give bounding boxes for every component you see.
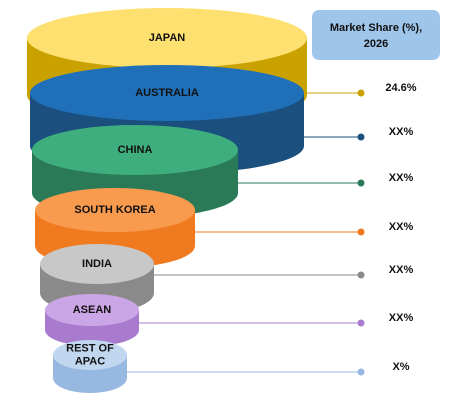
cylinder-top	[45, 294, 139, 326]
level-label: INDIA	[82, 258, 112, 270]
leader-dot	[357, 271, 365, 279]
cylinder-top	[27, 8, 307, 68]
cylinder-top	[53, 340, 127, 370]
cylinder-top	[30, 65, 304, 121]
leader-dot	[357, 319, 365, 327]
level-label: AUSTRALIA	[135, 87, 199, 99]
legend-box	[312, 10, 440, 60]
leader-dot	[357, 368, 365, 376]
cylinder-top	[35, 188, 195, 232]
level-label: ASEAN	[73, 304, 112, 316]
leader-dot	[357, 179, 365, 187]
level-value: XX%	[389, 126, 414, 138]
level-value: XX%	[389, 312, 414, 324]
level-label: REST OF	[66, 342, 114, 354]
leader-dot	[357, 89, 365, 97]
legend-line: Market Share (%),	[330, 22, 422, 34]
level-value: XX%	[389, 221, 414, 233]
level-label: CHINA	[118, 144, 153, 156]
level-label: SOUTH KOREA	[74, 204, 155, 216]
level-value: 24.6%	[385, 82, 416, 94]
legend-line: 2026	[364, 38, 388, 50]
cylinder-top	[40, 244, 154, 284]
level-value: XX%	[389, 172, 414, 184]
level-label: APAC	[75, 355, 105, 367]
level-value: X%	[392, 361, 409, 373]
level-value: XX%	[389, 264, 414, 276]
cylinder-top	[32, 125, 238, 175]
leader-dot	[357, 228, 365, 236]
leader-dot	[357, 133, 365, 141]
level-label: JAPAN	[149, 32, 186, 44]
funnel-level: ASEAN XX%	[45, 294, 413, 346]
